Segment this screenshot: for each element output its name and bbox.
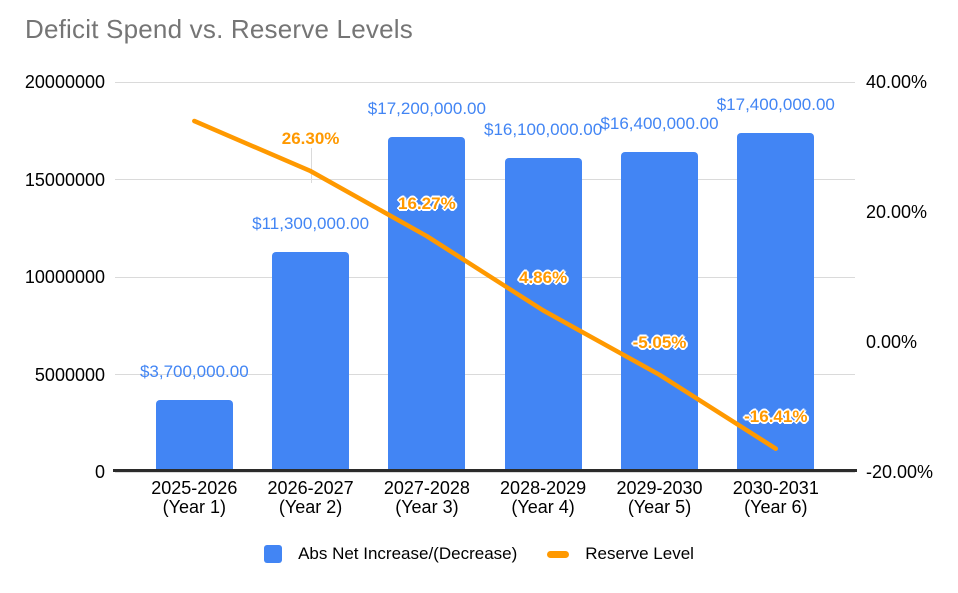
bar-2029-2030[interactable]: [621, 152, 698, 472]
chart-title: Deficit Spend vs. Reserve Levels: [25, 14, 413, 44]
x-axis-category-label-line: (Year 6): [744, 497, 808, 517]
category-crosshair-line: [310, 148, 312, 183]
reserve-level-line[interactable]: [192, 118, 779, 451]
bar-value-label: $16,100,000.00: [484, 120, 603, 139]
x-axis-category-label-line: 2025-2026: [151, 478, 238, 498]
bar-2027-2028[interactable]: [388, 136, 466, 472]
x-axis-category-label-line: 2026-2027: [267, 478, 354, 498]
bar-2026-2027[interactable]: [272, 251, 350, 472]
bar-value-label: $11,300,000.00: [252, 213, 370, 233]
right-axis-tick-label: 40.00%: [866, 72, 928, 92]
x-axis-category-label-line: (Year 5): [627, 497, 692, 517]
gridline-h: [115, 179, 855, 180]
bar-2028-2029[interactable]: [504, 158, 582, 472]
right-axis-tick-label: 20.00%: [866, 202, 928, 222]
bar-value-label: $17,400,000.00: [716, 94, 835, 114]
bar-series-swatch-icon: [264, 545, 283, 563]
x-axis-category-label: 2026-2027 (Year 2): [236, 479, 386, 517]
line-value-label: 4.86%: [518, 268, 568, 288]
bar-2030-2031[interactable]: [737, 132, 815, 472]
bar-value-label: $17,200,000.00: [367, 98, 486, 118]
right-axis-tick-label: 0.00%: [866, 332, 918, 352]
line-value-label: 26.30%: [281, 129, 340, 149]
x-axis-category-label: 2029-2030 (Year 5): [585, 479, 735, 517]
x-axis-category-label: 2030-2031 (Year 6): [701, 479, 851, 517]
x-axis-category-label-line: (Year 1): [162, 497, 226, 517]
x-axis-category-label-line: 2029-2030: [616, 478, 703, 498]
x-axis-line: [113, 469, 857, 472]
x-axis-category-label-line: 2028-2029: [500, 478, 587, 498]
x-axis-category-label-line: (Year 4): [511, 497, 575, 517]
x-axis-category-label: 2028-2029 (Year 4): [468, 479, 618, 517]
bar-2025-2026[interactable]: [155, 399, 233, 472]
line-value-label: -5.05%: [632, 332, 687, 352]
gridline-h: [115, 81, 855, 83]
x-axis-category-label-line: 2027-2028: [383, 478, 470, 498]
legend-item-abs-net-increase[interactable]: Abs Net Increase/(Decrease): [264, 544, 517, 564]
line-series-swatch-icon: [547, 550, 570, 558]
y-axis-tick-label: 5000000: [34, 364, 105, 385]
bar-value-label: $16,400,000.00: [600, 114, 719, 134]
y-axis-tick-label: 20000000: [24, 72, 105, 92]
y-axis-tick-label: 15000000: [24, 169, 105, 190]
legend: Abs Net Increase/(Decrease) Reserve Leve…: [0, 544, 958, 564]
y-axis-tick-label: 10000000: [24, 267, 105, 287]
x-axis-category-label-line: 2030-2031: [732, 478, 819, 498]
right-axis-tick-label: -20.00%: [866, 462, 934, 482]
x-axis-category-label: 2025-2026 (Year 1): [119, 479, 269, 517]
line-value-label: -16.41%: [744, 406, 808, 426]
line-value-label: 16.27%: [398, 194, 456, 214]
gridline-h: [115, 276, 855, 278]
x-axis-category-label-line: (Year 3): [395, 497, 459, 517]
gridline-h: [115, 471, 855, 473]
legend-label-bar-series: Abs Net Increase/(Decrease): [298, 544, 518, 563]
bar-value-label: $3,700,000.00: [139, 361, 249, 381]
legend-label-line-series: Reserve Level: [585, 544, 694, 563]
y-axis-tick-label: 0: [94, 462, 105, 482]
x-axis-category-label: 2027-2028 (Year 3): [352, 479, 502, 517]
x-axis-category-label-line: (Year 2): [278, 497, 343, 517]
gridline-h: [115, 374, 855, 375]
legend-item-reserve-level[interactable]: Reserve Level: [547, 544, 694, 564]
